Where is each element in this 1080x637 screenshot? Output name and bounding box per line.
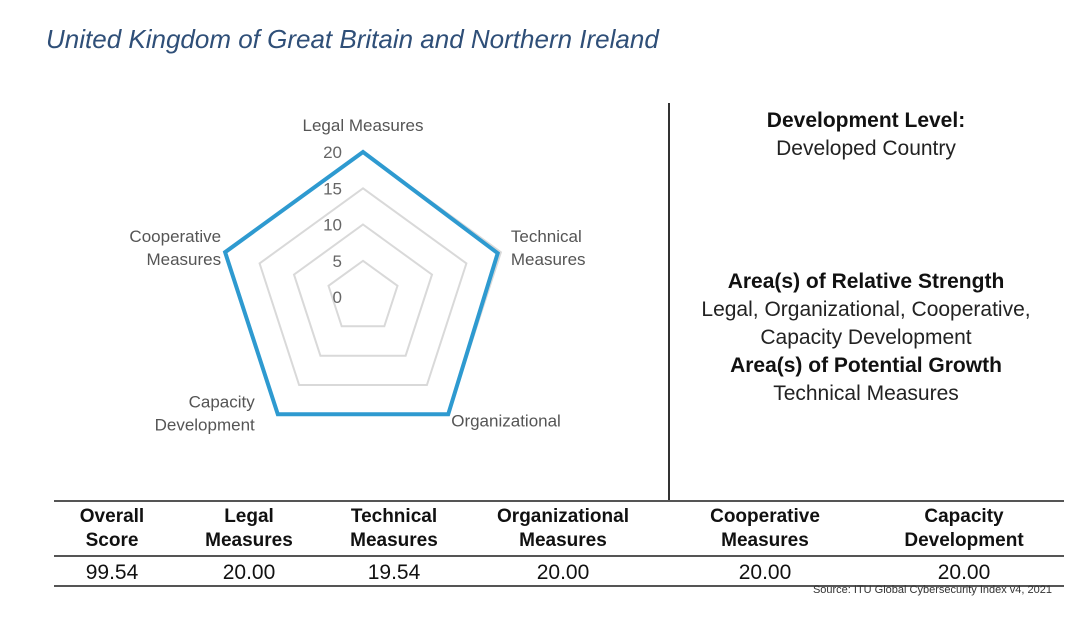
value-legal-measures: 20.00 [170,556,328,587]
series-polygon [222,149,501,417]
grid-ring-15 [258,187,468,386]
score-table: Overall Score Legal Measures Technical Meas… [54,500,1064,587]
development-level-heading: Development Level: [766,109,966,132]
axis-label-4: Cooperative Measures [129,227,221,269]
axis-label-2: Organizational [451,411,561,430]
development-level-value: Developed Country [776,137,956,160]
header-cooperative-measures: Cooperative Measures [666,500,864,557]
header-organizational-measures: Organizational Measures [460,500,666,557]
strength-line-2: Capacity Development [760,326,972,349]
table-header-row: Overall Score Legal Measures Technical Meas… [54,500,1064,557]
radar-axis-labels: Legal Measures Technical Measures Organizat… [129,116,585,434]
growth-value: Technical Measures [773,382,959,405]
strength-growth-block: Area(s) of Relative Strength Legal, Orga… [666,268,1066,408]
tick-label-15: 15 [323,179,342,198]
page-title: United Kingdom of Great Britain and Nort… [46,24,659,54]
axis-label-3: Capacity Development [155,392,256,434]
tick-label-20: 20 [323,143,342,162]
value-capacity-development: 20.00 [864,556,1064,587]
axis-label-0: Legal Measures [303,116,424,135]
value-cooperative-measures: 20.00 [666,556,864,587]
header-capacity-development: Capacity Development [864,500,1064,557]
development-level-block: Development Level: Developed Country [666,107,1066,163]
grid-ring-5 [327,259,399,328]
radar-chart: 0 5 10 15 20 Legal Measures Technical Measures… [129,116,585,434]
source-note: Source: ITU Global Cybersecurity Index v… [812,584,1052,596]
strength-line-1: Legal, Organizational, Cooperative, [701,298,1031,321]
header-technical-measures: Technical Measures [328,500,460,557]
grid-ring-10 [292,223,434,357]
axis-label-1: Technical Measures [511,227,586,269]
tick-label-5: 5 [333,252,342,271]
radar-series [222,149,501,417]
value-overall-score: 99.54 [54,556,170,587]
table-row: 99.54 20.00 19.54 20.00 20.00 20.00 [54,556,1064,587]
tick-label-0: 0 [333,288,342,307]
header-overall-score: Overall Score [54,500,170,557]
header-legal-measures: Legal Measures [170,500,328,557]
value-organizational-measures: 20.00 [460,556,666,587]
growth-heading: Area(s) of Potential Growth [730,354,1002,377]
tick-label-10: 10 [323,216,342,235]
radar-tick-labels: 0 5 10 15 20 [323,143,342,307]
value-technical-measures: 19.54 [328,556,460,587]
strength-heading: Area(s) of Relative Strength [727,270,1005,293]
vertical-divider [668,103,670,501]
